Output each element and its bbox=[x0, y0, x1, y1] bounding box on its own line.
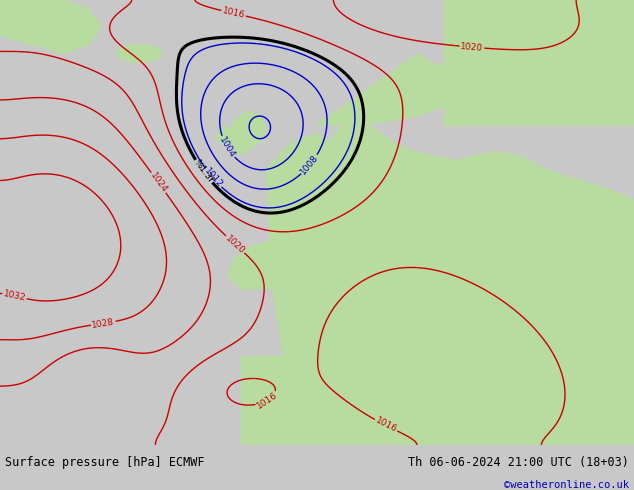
Text: 1016: 1016 bbox=[221, 6, 246, 20]
Bar bbox=[444, 0, 634, 124]
Text: 1028: 1028 bbox=[91, 317, 115, 330]
Bar bbox=[241, 356, 634, 445]
Text: ©weatheronline.co.uk: ©weatheronline.co.uk bbox=[504, 480, 629, 490]
Polygon shape bbox=[228, 240, 304, 289]
Text: 1032: 1032 bbox=[3, 289, 27, 302]
Text: 1012: 1012 bbox=[202, 166, 224, 190]
Text: 1016: 1016 bbox=[373, 416, 398, 435]
Ellipse shape bbox=[217, 127, 233, 145]
Bar bbox=[495, 200, 634, 312]
Polygon shape bbox=[228, 111, 266, 156]
Polygon shape bbox=[266, 124, 634, 445]
Text: 1024: 1024 bbox=[148, 171, 169, 195]
Text: 1008: 1008 bbox=[299, 153, 321, 176]
Text: 1020: 1020 bbox=[224, 233, 247, 255]
Ellipse shape bbox=[117, 45, 162, 62]
Text: 1004: 1004 bbox=[217, 135, 237, 159]
Text: 1016: 1016 bbox=[255, 390, 280, 411]
Text: Surface pressure [hPa] ECMWF: Surface pressure [hPa] ECMWF bbox=[5, 456, 205, 468]
Polygon shape bbox=[0, 0, 101, 53]
Polygon shape bbox=[317, 53, 482, 124]
Text: 1020: 1020 bbox=[460, 42, 484, 52]
Text: Th 06-06-2024 21:00 UTC (18+03): Th 06-06-2024 21:00 UTC (18+03) bbox=[408, 456, 629, 468]
Text: %1.3f: %1.3f bbox=[192, 158, 215, 185]
